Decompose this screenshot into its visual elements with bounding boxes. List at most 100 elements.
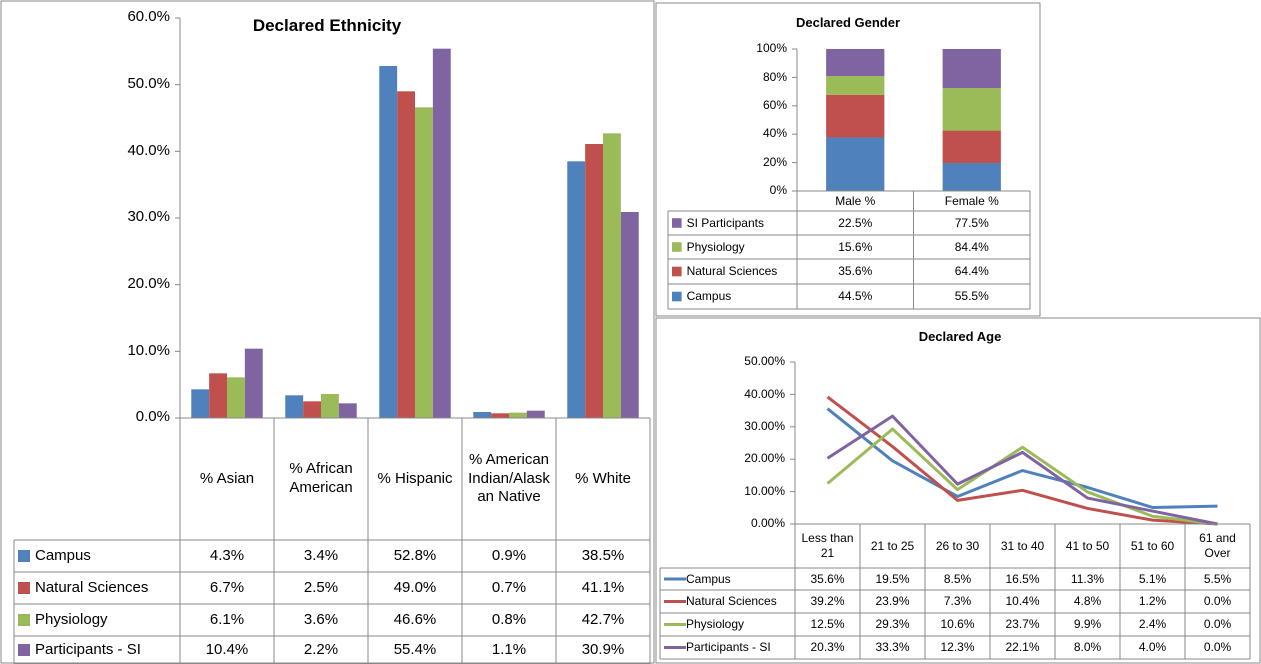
chart-title: Declared Age	[918, 328, 1002, 344]
legend-label: Natural Sciences	[686, 594, 777, 608]
table-value: 55.4%	[393, 640, 437, 658]
table-value: 84.4%	[954, 239, 989, 254]
legend-key	[672, 266, 682, 277]
category-label: 26 to 30	[935, 538, 980, 553]
table-value: 0.0%	[1203, 617, 1232, 631]
bar	[415, 107, 433, 418]
y-tick-label: 40.0%	[127, 141, 170, 159]
category-label: % White	[575, 469, 631, 487]
table-value: 7.3%	[943, 594, 972, 608]
bar-segment	[942, 88, 1001, 131]
category-label: Less than 21	[801, 531, 854, 560]
y-tick-label: 10.0%	[127, 341, 170, 359]
table-value: 22.5%	[838, 215, 873, 230]
legend-key	[18, 582, 30, 594]
table-value: 29.3%	[875, 617, 910, 631]
table-value: 3.4%	[303, 546, 339, 564]
chart-title: Declared Gender	[795, 14, 901, 30]
y-tick-label: 80%	[762, 69, 787, 84]
y-tick-label: 50.00%	[744, 354, 785, 369]
table-value: 30.9%	[581, 640, 625, 658]
table-value: 1.2%	[1138, 594, 1167, 608]
table-value: 5.5%	[1203, 571, 1232, 586]
category-label: 31 to 40	[1000, 538, 1045, 553]
y-tick-label: 50.0%	[127, 74, 170, 92]
bar	[244, 348, 263, 418]
y-tick-label: 20.0%	[127, 274, 170, 292]
legend-key	[672, 291, 682, 302]
legend-label: SI Participants	[686, 215, 764, 230]
bar	[191, 389, 210, 418]
category-label: 21 to 25	[870, 538, 915, 553]
bar	[321, 394, 339, 418]
table-value: 0.8%	[491, 610, 527, 628]
bar	[303, 401, 321, 418]
y-tick-label: 40.00%	[744, 386, 785, 401]
table-value: 38.5%	[581, 546, 625, 564]
bar	[567, 161, 586, 419]
table-value: 39.2%	[810, 594, 845, 608]
table-value: 42.7%	[581, 610, 625, 628]
bar	[491, 413, 509, 418]
chart-title: Declared Ethnicity	[252, 16, 402, 36]
category-label: 51 to 60	[1130, 538, 1175, 553]
table-value: 10.4%	[1005, 594, 1040, 608]
table-value: 9.9%	[1073, 617, 1102, 631]
table-value: 6.7%	[209, 578, 245, 596]
legend-key	[18, 614, 30, 626]
y-tick-label: 100%	[756, 41, 787, 56]
y-tick-label: 60%	[762, 98, 787, 112]
series-line	[826, 407, 1218, 509]
series-line	[826, 427, 1218, 526]
category-label: 61 and Over	[1199, 531, 1236, 560]
category-label: % Hispanic	[377, 469, 453, 487]
table-value: 6.1%	[209, 610, 245, 628]
y-tick-label: 60.0%	[127, 8, 170, 26]
y-tick-label: 0.0%	[135, 408, 170, 426]
table-value: 12.3%	[940, 640, 975, 654]
table-value: 8.0%	[1073, 640, 1102, 654]
table-value: 23.9%	[875, 594, 910, 608]
y-tick-label: 30.00%	[744, 419, 785, 433]
bar	[432, 48, 451, 419]
category-label: 41 to 50	[1065, 538, 1110, 553]
table-value: 11.3%	[1070, 571, 1105, 586]
category-label: Male %	[835, 193, 876, 208]
y-tick-label: 10.00%	[744, 483, 785, 498]
table-value: 64.4%	[954, 264, 989, 278]
table-value: 5.1%	[1138, 571, 1167, 586]
y-tick-label: 40%	[762, 126, 787, 141]
legend-key	[672, 242, 682, 252]
bar-segment	[942, 130, 1001, 164]
bar-segment	[942, 163, 1001, 191]
table-value: 10.6%	[940, 617, 975, 631]
legend-label: Campus	[686, 289, 732, 303]
table-value: 41.1%	[581, 578, 625, 596]
table-value: 35.6%	[838, 264, 873, 278]
table-value: 0.7%	[491, 578, 527, 596]
table-value: 4.8%	[1073, 594, 1102, 608]
table-value: 4.0%	[1138, 640, 1167, 654]
bar	[585, 144, 603, 418]
bar-segment	[826, 137, 885, 191]
table-value: 10.4%	[205, 640, 249, 658]
table-value: 12.5%	[810, 617, 845, 631]
table-value: 2.5%	[303, 578, 339, 596]
y-tick-label: 0.00%	[750, 516, 785, 531]
legend-label: Natural Sciences	[686, 264, 778, 278]
legend-label: Physiology	[35, 610, 108, 628]
legend-label: Physiology	[686, 617, 745, 631]
y-tick-label: 20%	[762, 154, 787, 169]
table-value: 33.3%	[875, 640, 910, 654]
bar	[473, 412, 492, 418]
table-value: 0.0%	[1203, 640, 1232, 654]
bar-segment	[826, 94, 885, 138]
bar	[285, 395, 304, 418]
table-value: 52.8%	[393, 546, 437, 564]
table-value: 0.9%	[491, 546, 527, 564]
table-value: 35.6%	[810, 571, 845, 586]
table-value: 77.5%	[954, 215, 989, 230]
table-value: 15.6%	[838, 239, 873, 254]
